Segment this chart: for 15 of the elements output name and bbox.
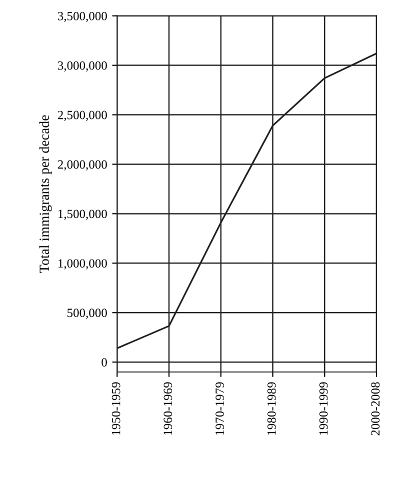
x-tick-label: 1980-1989 (267, 382, 276, 435)
x-tick-label: 1950-1959 (112, 382, 120, 435)
y-tick-label: 1,000,000 (58, 259, 107, 270)
y-tick-label: 0 (102, 358, 107, 367)
x-tick-label: 1970-1979 (216, 382, 224, 435)
y-tick-label: 3,000,000 (58, 61, 107, 72)
y-axis-title: Total immigrants per decade (39, 115, 52, 273)
y-tick-label: 500,000 (67, 308, 107, 319)
y-tick-label: 1,500,000 (58, 210, 107, 220)
x-tick-label: 2000-2008 (371, 382, 380, 436)
x-tick-label: 1990-1999 (319, 382, 328, 435)
y-tick-label: 2,000,000 (58, 160, 107, 170)
x-tick-label: 1960-1969 (164, 382, 172, 435)
y-tick-label: 2,500,000 (58, 110, 107, 122)
y-tick-label: 3,500,000 (58, 12, 107, 22)
